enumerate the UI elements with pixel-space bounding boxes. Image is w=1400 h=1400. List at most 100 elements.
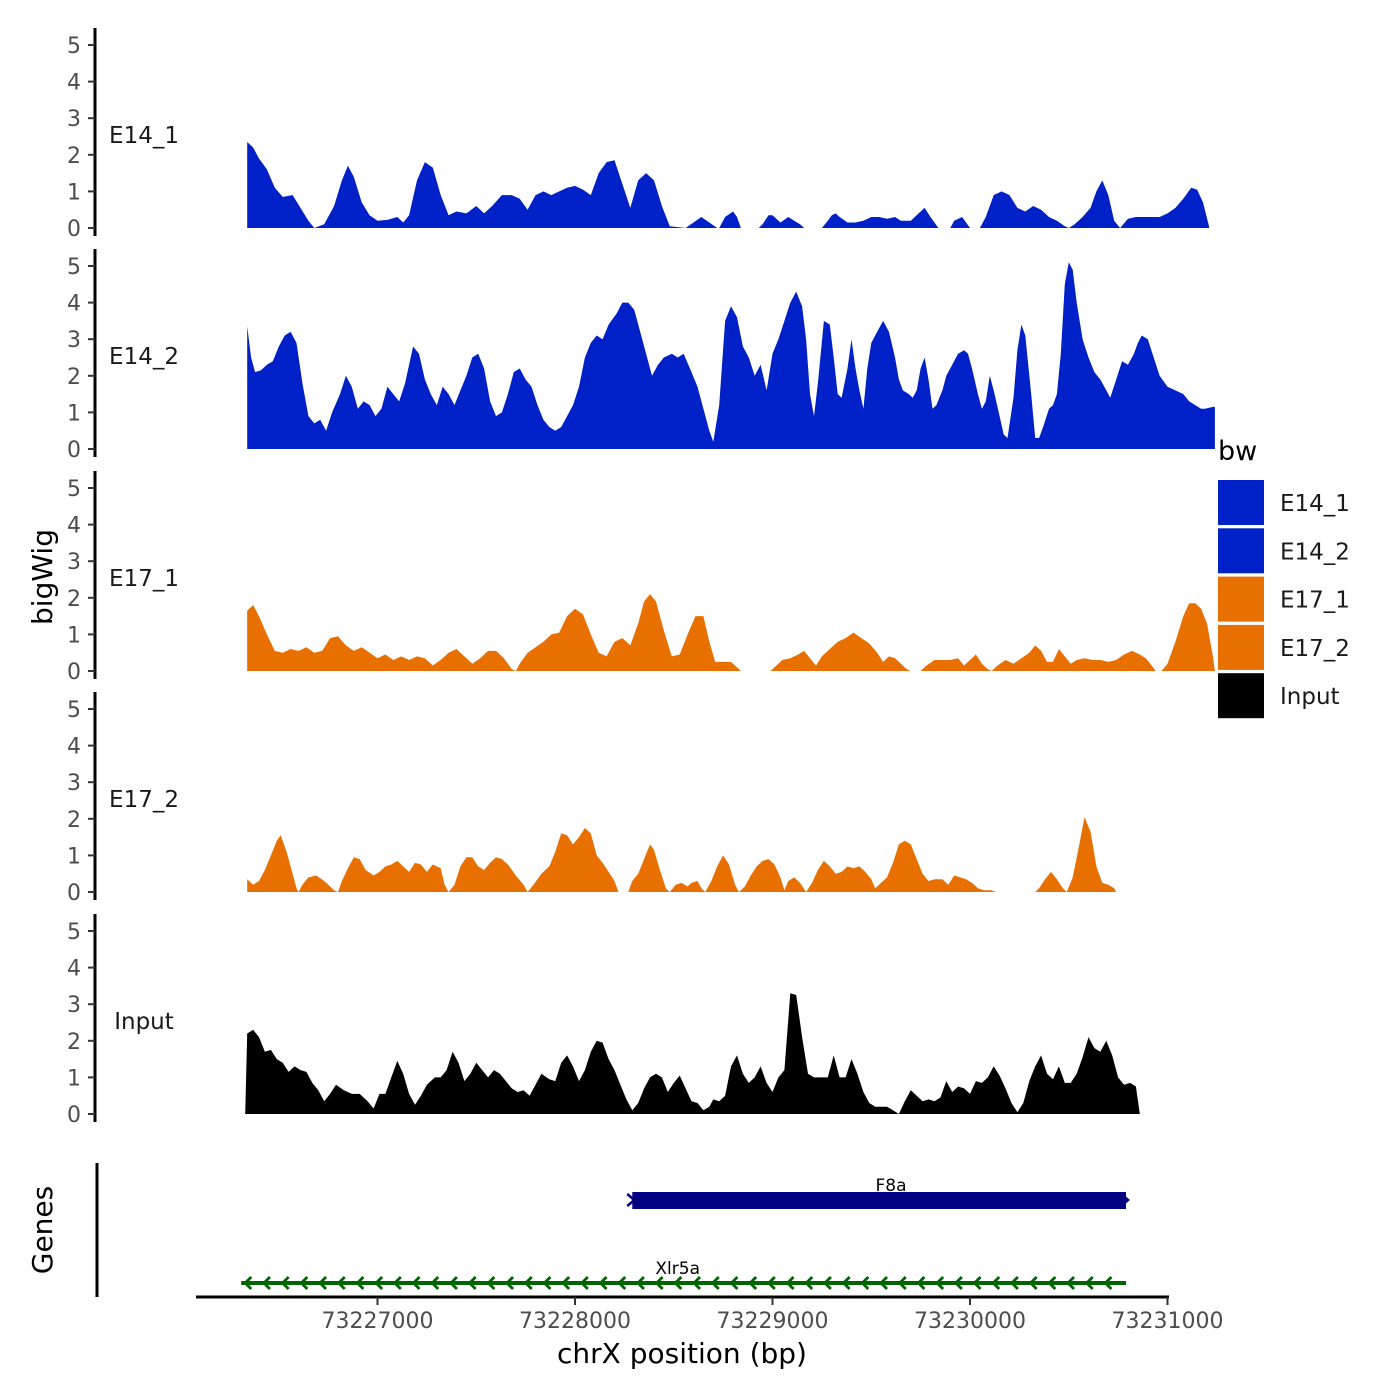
y-tick-label: 1 [67,844,81,869]
strand-arrow [785,1276,795,1290]
strand-arrow [392,1276,402,1290]
strand-arrow [467,1276,477,1290]
y-tick-label: 4 [67,292,81,317]
strand-arrow [635,1276,645,1290]
y-tick-label: 0 [67,217,81,242]
y-tick-label: 5 [67,255,81,280]
y-tick-label: 2 [67,144,81,169]
strand-arrow [1103,1276,1113,1290]
y-tick-label: 1 [67,180,81,205]
legend-swatch [1218,480,1264,525]
strand-arrow [243,1276,253,1290]
legend-label: E14_1 [1280,491,1350,517]
x-axis-ticks: 73227000 73228000 73229000 73230000 73231000 [322,1297,1224,1334]
y-axis-title-bigwig: bigWig [26,529,59,625]
strand-arrow [486,1276,496,1290]
strand-arrow [505,1276,515,1290]
strand-arrow [710,1276,720,1290]
gene-tracks: F8a Xlr5a [241,1176,1130,1290]
y-tick-label: 3 [67,550,81,575]
strand-arrow [542,1276,552,1290]
legend-label: E17_2 [1280,636,1350,662]
y-tick-label: 5 [67,920,81,945]
strand-arrow [1009,1276,1019,1290]
legend-swatch [1218,528,1264,574]
y-tick-label: 3 [67,328,81,353]
coverage-area-e14_1 [247,142,1209,228]
y-tick-label: 2 [67,1030,81,1055]
y-tick-label: 3 [67,107,81,132]
strand-arrow [916,1276,926,1290]
y-tick-label: 4 [67,514,81,539]
strand-arrow [897,1276,907,1290]
strand-arrow [860,1276,870,1290]
y-tick-label: 4 [67,71,81,96]
track-label: E14_2 [109,344,179,370]
strand-arrow [879,1276,889,1290]
y-tick-label: 1 [67,623,81,648]
legend-label: Input [1280,684,1340,710]
x-tick-label: 73231000 [1112,1309,1224,1334]
track-label: E14_1 [109,123,179,149]
gene-f8a: F8a [626,1176,1130,1209]
legend-title: bw [1218,436,1257,467]
strand-arrow [430,1276,440,1290]
strand-arrow [692,1276,702,1290]
gene-xlr5a: Xlr5a [241,1259,1127,1290]
gene-body [632,1192,1127,1209]
strand-arrow [1047,1276,1057,1290]
strand-arrow [523,1276,533,1290]
x-axis: 73227000 73228000 73229000 73230000 73231000… [196,1295,1224,1370]
strand-arrow [261,1276,271,1290]
strand-arrow [822,1276,832,1290]
legend-swatch [1218,673,1264,719]
strand-arrow [972,1276,982,1290]
y-tick-label: 4 [67,735,81,760]
track-label: E17_2 [109,787,179,813]
track-label: Input [114,1009,174,1035]
track-e17_2: 0 1 2 3 4 5 E17_2 [67,692,1117,906]
track-e17_1: 0 1 2 3 4 5 E17_1 [67,471,1215,685]
strand-arrow [336,1276,346,1290]
strand-arrow [1121,1194,1130,1206]
strand-arrow [355,1276,365,1290]
strand-arrow [841,1276,851,1290]
strand-arrow [579,1276,589,1290]
x-tick-label: 73228000 [519,1309,631,1334]
y-tick-label: 5 [67,34,81,59]
strand-arrow [953,1276,963,1290]
genes-panel: Genes F8a Xlr5a [26,1163,1130,1297]
y-tick-label: 0 [67,438,81,463]
strand-arrow [448,1276,458,1290]
legend-label: E17_1 [1280,588,1350,614]
x-tick-label: 73229000 [717,1309,829,1334]
y-tick-label: 0 [67,660,81,685]
strand-arrow [598,1276,608,1290]
y-tick-label: 0 [67,1103,81,1128]
gene-label: F8a [875,1176,906,1196]
strand-arrow [280,1276,290,1290]
track-input: 0 1 2 3 4 5 Input [67,914,1140,1128]
x-tick-label: 73227000 [322,1309,434,1334]
strand-arrow [991,1276,1001,1290]
strand-arrow [1066,1276,1076,1290]
legend-entries: E14_1 E14_2 E17_1 E17_2 Input [1218,480,1350,719]
y-tick-label: 1 [67,1066,81,1091]
y-tick-label: 0 [67,881,81,906]
strand-arrow [374,1276,384,1290]
y-tick-label: 5 [67,477,81,502]
strand-arrow [626,1193,637,1207]
legend-label: E14_2 [1280,539,1350,565]
legend: bw E14_1 E14_2 E17_1 E17_2 Input [1218,436,1350,719]
strand-arrow [654,1276,664,1290]
y-tick-label: 2 [67,365,81,390]
coverage-area-input [245,993,1140,1114]
strand-arrow [411,1276,421,1290]
strand-arrow [766,1276,776,1290]
y-tick-label: 1 [67,401,81,426]
strand-arrow [318,1276,328,1290]
strand-arrow [673,1276,683,1290]
track-label: E17_1 [109,566,179,592]
coverage-area-e14_2 [247,262,1215,449]
